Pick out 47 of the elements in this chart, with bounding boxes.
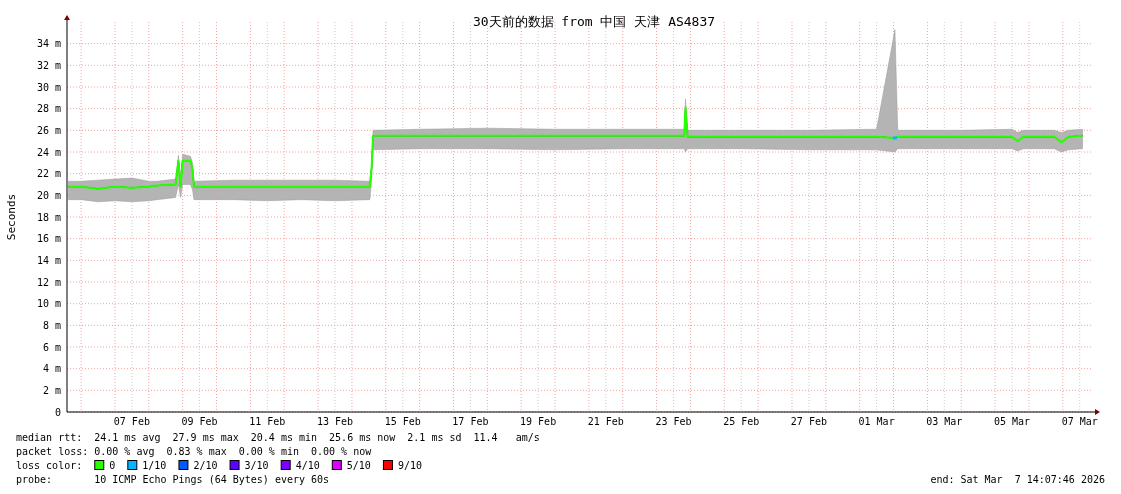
legend-label: 0 <box>109 460 116 471</box>
y-tick-label: 32 m <box>36 59 61 71</box>
legend-title: loss color: <box>16 460 83 471</box>
y-tick-label: 22 m <box>36 168 61 180</box>
x-tick-label: 07 Mar <box>1061 416 1098 427</box>
x-tick-label: 19 Feb <box>520 416 557 427</box>
y-tick-label: 16 m <box>36 233 61 245</box>
y-tick-label: 4 m <box>42 363 61 375</box>
y-tick-label: 26 m <box>36 124 61 136</box>
x-tick-label: 07 Feb <box>113 416 150 427</box>
text: packet loss: 0.00 % avg 0.83 % max 0.00 % min 0.00 % now <box>16 446 373 457</box>
legend-label: 1/10 <box>142 460 167 471</box>
y-tick-label: 14 m <box>36 254 61 266</box>
legend-label: 5/10 <box>346 460 371 471</box>
y-tick-label: 24 m <box>36 146 61 158</box>
y-tick-label: 28 m <box>36 103 61 115</box>
y-tick-label: 2 m <box>42 384 61 396</box>
y-axis-title: Seconds <box>5 193 18 241</box>
text: median rtt: 24.1 ms avg 27.9 ms max 20.4 ms min 25.6 ms now 2.1 ms sd 11.4 am/s <box>16 432 540 443</box>
y-tick-label: 20 m <box>36 189 61 201</box>
legend-label: 4/10 <box>295 460 320 471</box>
y-tick-label: 34 m <box>36 38 61 50</box>
x-tick-label: 09 Feb <box>181 416 218 427</box>
x-tick-label: 03 Mar <box>926 416 963 427</box>
text: probe: 10 ICMP Echo Pings (64 Bytes) every 60s <box>16 474 330 485</box>
x-tick-label: 17 Feb <box>452 416 489 427</box>
chart-title: 30天前的数据 from 中国 天津 AS4837 <box>472 14 716 29</box>
x-tick-label: 01 Mar <box>858 416 895 427</box>
x-tick-label: 11 Feb <box>249 416 286 427</box>
legend-label: 2/10 <box>193 460 218 471</box>
y-tick-label: 10 m <box>36 298 61 310</box>
legend-label: 3/10 <box>244 460 269 471</box>
x-tick-label: 23 Feb <box>655 416 692 427</box>
y-tick-label: 0 <box>54 406 61 418</box>
x-tick-label: 25 Feb <box>723 416 760 427</box>
y-tick-label: 18 m <box>36 211 61 223</box>
x-tick-label: 27 Feb <box>790 416 827 427</box>
y-tick-label: 30 m <box>36 81 61 93</box>
text: end: Sat Mar 7 14:07:46 2026 <box>930 474 1105 485</box>
x-tick-label: 15 Feb <box>384 416 421 427</box>
y-tick-label: 6 m <box>42 341 61 353</box>
x-tick-label: 21 Feb <box>587 416 624 427</box>
x-tick-label: 13 Feb <box>316 416 354 427</box>
y-tick-label: 12 m <box>36 276 61 288</box>
x-tick-label: 05 Mar <box>993 416 1031 427</box>
y-tick-label: 8 m <box>42 319 61 331</box>
legend-label: 9/10 <box>397 460 423 471</box>
